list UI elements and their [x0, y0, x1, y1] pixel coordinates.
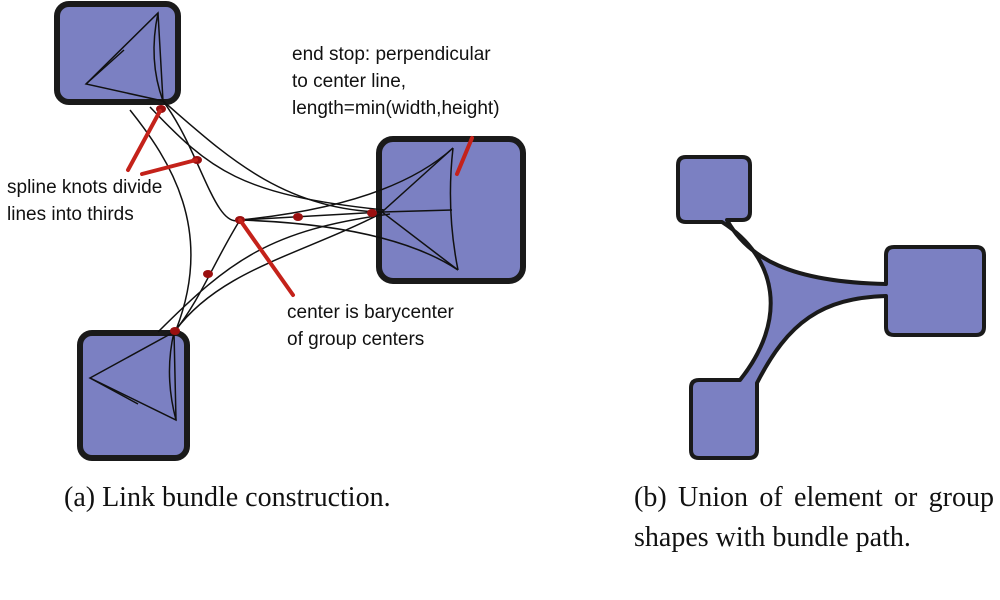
spline-knot: [367, 209, 377, 217]
annotation-center: center is barycenter of group centers: [287, 302, 459, 350]
pointer-spline-knot-lower: [140, 158, 198, 176]
bundle-lines: [129, 100, 459, 333]
pointer-spline-knot-upper: [126, 109, 162, 172]
panel-b: [676, 155, 986, 460]
end-stop-bottom-left: [88, 330, 177, 422]
pointer-end-stop: [455, 136, 474, 176]
caption-b: (b) Union of element or group shapes wit…: [634, 482, 994, 553]
caption-a: (a) Link bundle construction.: [64, 482, 391, 513]
annotation-end-stop: end stop: perpendicular to center line, …: [292, 44, 500, 119]
spline-knot: [203, 270, 213, 278]
panel-a: end stop: perpendicular to center line, …: [7, 1, 526, 461]
end-stop-top-left: [84, 11, 164, 102]
pointer-center: [238, 218, 295, 297]
annotation-spline-knots: spline knots divide lines into thirds: [7, 177, 168, 225]
union-shape: [676, 155, 986, 460]
spline-knot: [170, 327, 180, 335]
spline-knot: [293, 213, 303, 221]
spline-knots: [156, 105, 377, 335]
group-box-bottom-left: [77, 330, 190, 461]
